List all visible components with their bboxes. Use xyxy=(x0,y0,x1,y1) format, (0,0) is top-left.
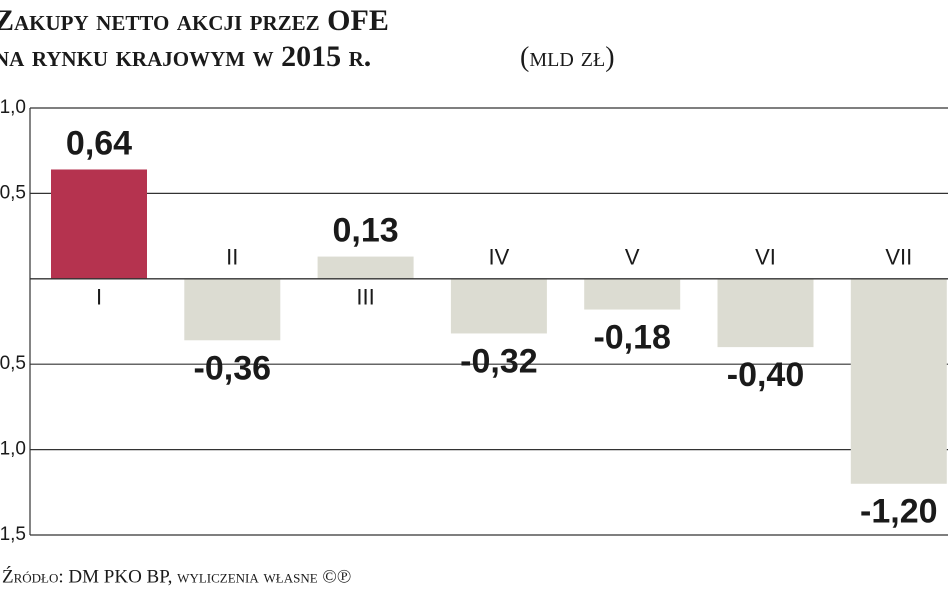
y-tick-label: -1,0 xyxy=(0,439,26,460)
value-label: -0,40 xyxy=(727,356,805,394)
value-label: -0,18 xyxy=(593,319,671,357)
y-tick-label: -1,5 xyxy=(0,524,26,545)
bar xyxy=(51,169,147,279)
x-tick-label: V xyxy=(625,245,640,270)
chart-title: Zakupy netto akcji przez OFE xyxy=(0,4,389,37)
y-tick-label: 1,0 xyxy=(0,97,26,118)
unit-label: (mld zł) xyxy=(520,42,615,73)
bar xyxy=(850,278,947,484)
bar xyxy=(584,278,681,310)
x-tick-label: IV xyxy=(489,245,510,270)
x-tick-label: III xyxy=(356,285,374,310)
value-label: 0,64 xyxy=(66,124,132,162)
bar xyxy=(317,256,414,279)
source-note: Źródło: DM PKO BP, wyliczenia własne ©℗ xyxy=(2,565,351,587)
bar xyxy=(184,278,281,341)
chart-subtitle: na rynku krajowym w 2015 r. xyxy=(0,40,371,73)
y-tick-label: 0,5 xyxy=(0,182,26,203)
x-tick-label: II xyxy=(226,245,238,270)
x-tick-label: VII xyxy=(885,245,912,270)
value-label: -0,32 xyxy=(460,342,538,380)
bar xyxy=(717,278,814,348)
y-tick-label: -0,5 xyxy=(0,353,26,374)
value-label: 0,13 xyxy=(333,212,399,250)
value-label: -0,36 xyxy=(194,349,272,387)
x-tick-label: VI xyxy=(755,245,776,270)
x-tick-label: I xyxy=(96,285,102,310)
value-label: -1,20 xyxy=(860,493,938,531)
bar xyxy=(450,278,547,334)
